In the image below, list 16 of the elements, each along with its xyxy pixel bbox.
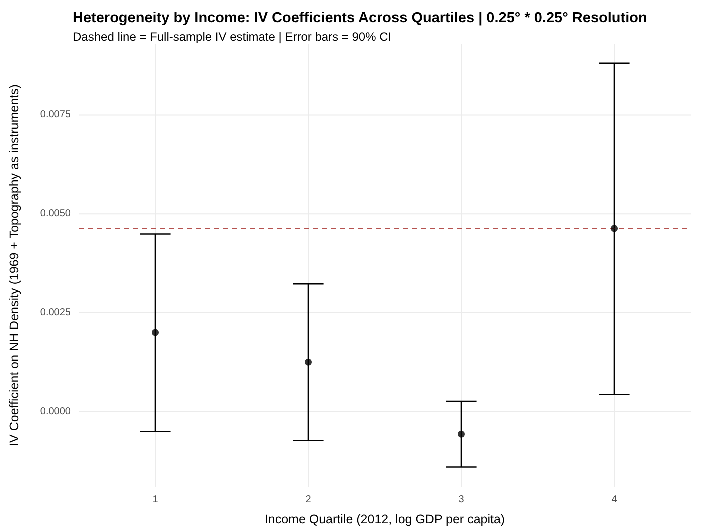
point — [611, 225, 618, 232]
x-axis-title: Income Quartile (2012, log GDP per capita) — [264, 512, 506, 526]
x-tick-label: 4 — [612, 494, 618, 506]
point — [458, 430, 465, 438]
point — [305, 358, 312, 366]
chart-subtitle: Dashed line = Full-sample IV estimate | Error bars = 90% CI — [73, 30, 392, 44]
x-tick-label: 2 — [306, 494, 312, 506]
y-tick-label: 0.0050 — [40, 208, 72, 220]
point — [152, 329, 159, 336]
x-tick-label: 1 — [152, 494, 159, 506]
x-tick-label: 3 — [458, 494, 465, 506]
y-axis-title: IV Coefficient on NH Density (1969 + Topography as instruments) — [8, 84, 22, 446]
chart-title: Heterogeneity by Income: IV Coefficients Across Quartiles | 0.25° * 0.25° Resolution — [73, 10, 648, 26]
y-tick-label: 0.0000 — [40, 406, 72, 418]
y-tick-label: 0.0075 — [40, 110, 72, 121]
y-tick-label: 0.0025 — [40, 307, 72, 318]
